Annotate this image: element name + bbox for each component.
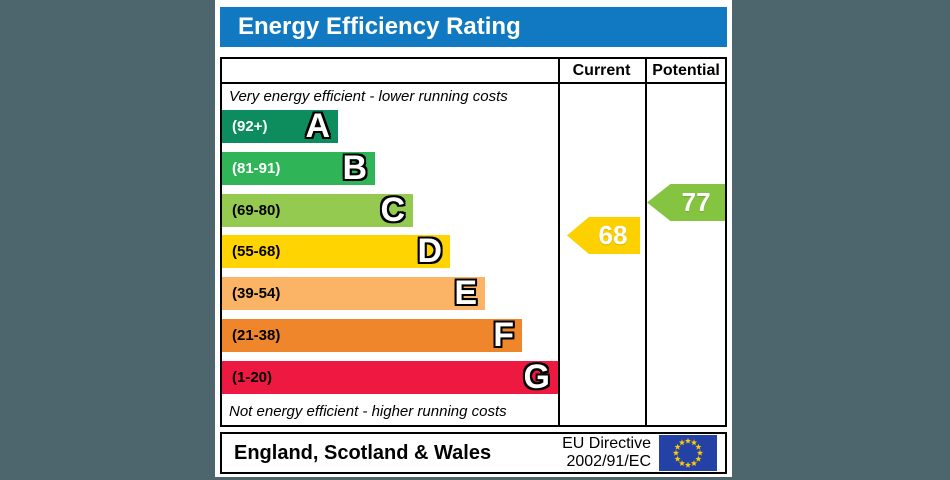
- band-range-label: (21-38): [232, 327, 281, 344]
- band-letter: D: [417, 232, 442, 270]
- region-label: England, Scotland & Wales: [234, 442, 492, 464]
- rating-table-border: [220, 57, 727, 427]
- eu-flag-icon: [659, 435, 717, 471]
- band-range-label: (69-80): [232, 202, 281, 219]
- current-column-header: Current: [572, 62, 631, 79]
- eu-directive-line1: EU Directive: [562, 435, 651, 452]
- band-row-b: (81-91) B: [222, 149, 375, 187]
- potential-column-divider: [645, 57, 647, 427]
- band-row-e: (39-54) E: [222, 274, 485, 312]
- eu-directive-line2: 2002/91/EC: [566, 453, 651, 470]
- band-range-label: (55-68): [232, 243, 281, 260]
- band-range-label: (92+): [232, 118, 268, 135]
- band-letter: G: [523, 358, 550, 396]
- chart-title: Energy Efficiency Rating: [238, 13, 521, 40]
- band-row-g: (1-20) G: [222, 358, 558, 396]
- band-letter: A: [305, 107, 330, 145]
- chart-title-bar: Energy Efficiency Rating: [220, 7, 727, 47]
- epc-chart-panel: Energy Efficiency Rating Current Potenti…: [215, 0, 732, 477]
- band-row-a: (92+) A: [222, 107, 338, 145]
- bottom-caption: Not energy efficient - higher running co…: [229, 403, 507, 420]
- band-row-c: (69-80) C: [222, 191, 413, 229]
- potential-rating-value: 77: [681, 187, 711, 217]
- band-row-f: (21-38) F: [222, 316, 522, 354]
- band-letter: F: [493, 316, 514, 354]
- footer-bar: England, Scotland & Wales EU Directive 2…: [220, 432, 727, 474]
- band-range-label: (81-91): [232, 160, 281, 177]
- eu-directive-label: EU Directive 2002/91/EC: [562, 435, 651, 471]
- band-letter: E: [454, 274, 477, 312]
- current-rating-value: 68: [598, 220, 628, 250]
- potential-column-header: Potential: [652, 62, 720, 79]
- band-range-label: (1-20): [232, 369, 273, 386]
- band-range-label: (39-54): [232, 285, 281, 302]
- current-column-divider: [558, 57, 560, 427]
- header-separator-line: [220, 82, 727, 84]
- band-letter: B: [342, 149, 367, 187]
- top-caption: Very energy efficient - lower running co…: [229, 88, 508, 105]
- band-row-d: (55-68) D: [222, 232, 450, 270]
- band-letter: C: [380, 191, 405, 229]
